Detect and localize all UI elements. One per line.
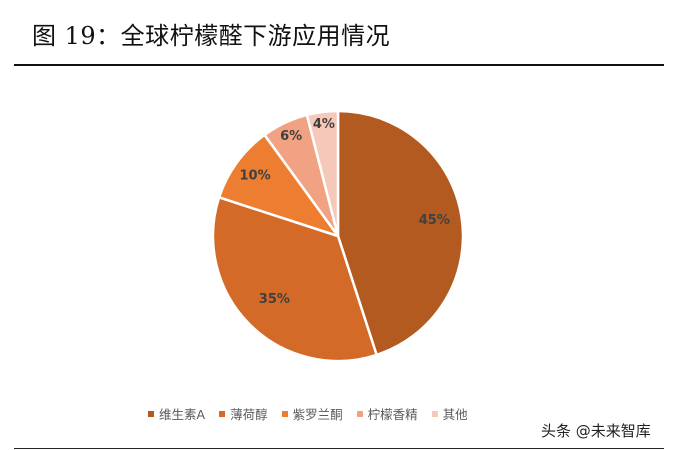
figure-title: 图 19：全球柠檬醛下游应用情况 [32, 22, 391, 50]
pie-slice [211, 196, 378, 363]
legend-item-menthol: 薄荷醇 [219, 404, 268, 423]
pie-slice [217, 133, 340, 238]
legend-swatch-icon [148, 410, 154, 417]
legend-swatch-icon [219, 410, 226, 417]
legend-label: 薄荷醇 [230, 407, 268, 422]
legend-swatch-icon [356, 410, 363, 417]
pie-slices [211, 109, 465, 363]
slice-percent-label: 35% [259, 292, 290, 307]
slice-percent-label: 4% [313, 117, 335, 132]
pie-slice [305, 109, 340, 238]
pie-slice [336, 109, 465, 357]
top-rule [14, 64, 664, 66]
legend-swatch-icon [431, 410, 438, 417]
bottom-rule [14, 448, 664, 449]
legend-item-lemon-flavor: 柠檬香精 [356, 404, 418, 423]
slice-percent-label: 6% [280, 129, 302, 144]
chart-legend: 维生素A 薄荷醇 紫罗兰酮 柠檬香精 其他 [148, 404, 468, 423]
legend-label: 其他 [442, 407, 468, 422]
pie-labels: 45% 35% 10% 6% 4% [240, 117, 450, 307]
legend-swatch-icon [281, 410, 288, 417]
legend-label: 紫罗兰酮 [292, 407, 343, 422]
legend-label: 维生素A [159, 407, 206, 422]
watermark: 头条 @未来智库 [541, 422, 651, 440]
legend-item-vitamin-a: 维生素A [148, 404, 205, 423]
legend-label: 柠檬香精 [367, 407, 418, 422]
legend-item-ionone: 紫罗兰酮 [281, 404, 343, 423]
legend-item-other: 其他 [431, 404, 468, 423]
slice-percent-label: 10% [240, 168, 271, 183]
slice-percent-label: 45% [419, 213, 450, 228]
